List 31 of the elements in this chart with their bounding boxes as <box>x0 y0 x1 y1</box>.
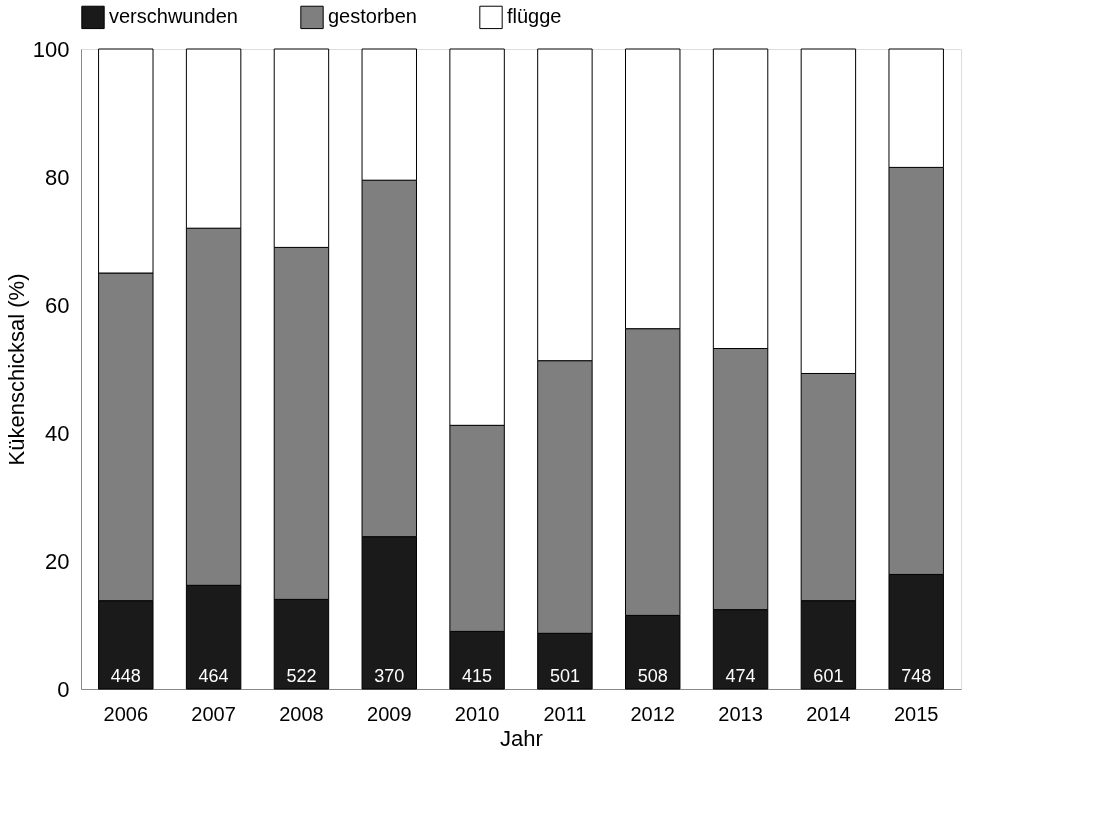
x-tick-label: 2014 <box>806 702 851 725</box>
annotation: 601 <box>813 666 844 686</box>
legend-label: verschwunden <box>109 5 238 28</box>
legend-label: flügge <box>507 5 562 28</box>
y-tick-label: 20 <box>45 548 70 574</box>
annotation: 370 <box>374 666 405 686</box>
annotation: 464 <box>198 666 229 686</box>
annotation: 474 <box>725 666 756 686</box>
annotation: 522 <box>286 666 317 686</box>
x-tick-label: 2011 <box>543 702 587 725</box>
legend-label: gestorben <box>328 5 417 28</box>
x-tick-label: 2008 <box>279 702 324 725</box>
y-tick-label: 0 <box>57 676 70 702</box>
annotation: 415 <box>462 666 493 686</box>
annotation: 448 <box>110 666 141 686</box>
y-tick-label: 60 <box>45 292 70 318</box>
x-tick-label: 2012 <box>630 702 675 725</box>
y-tick-label: 80 <box>45 164 70 190</box>
y-tick-label: 40 <box>45 420 70 446</box>
annotation: 748 <box>901 666 932 686</box>
annotation: 508 <box>637 666 668 686</box>
y-tick-label: 100 <box>32 36 70 62</box>
x-axis-title: Jahr <box>500 725 543 751</box>
x-tick-label: 2009 <box>367 702 412 725</box>
annotation: 501 <box>549 666 580 686</box>
x-tick-label: 2015 <box>893 702 939 725</box>
x-tick-label: 2013 <box>718 702 763 725</box>
x-tick-label: 2007 <box>191 702 236 725</box>
y-axis-title: Kükenschicksal (%) <box>3 273 29 466</box>
x-tick-label: 2010 <box>454 702 500 725</box>
x-tick-label: 2006 <box>103 702 149 725</box>
